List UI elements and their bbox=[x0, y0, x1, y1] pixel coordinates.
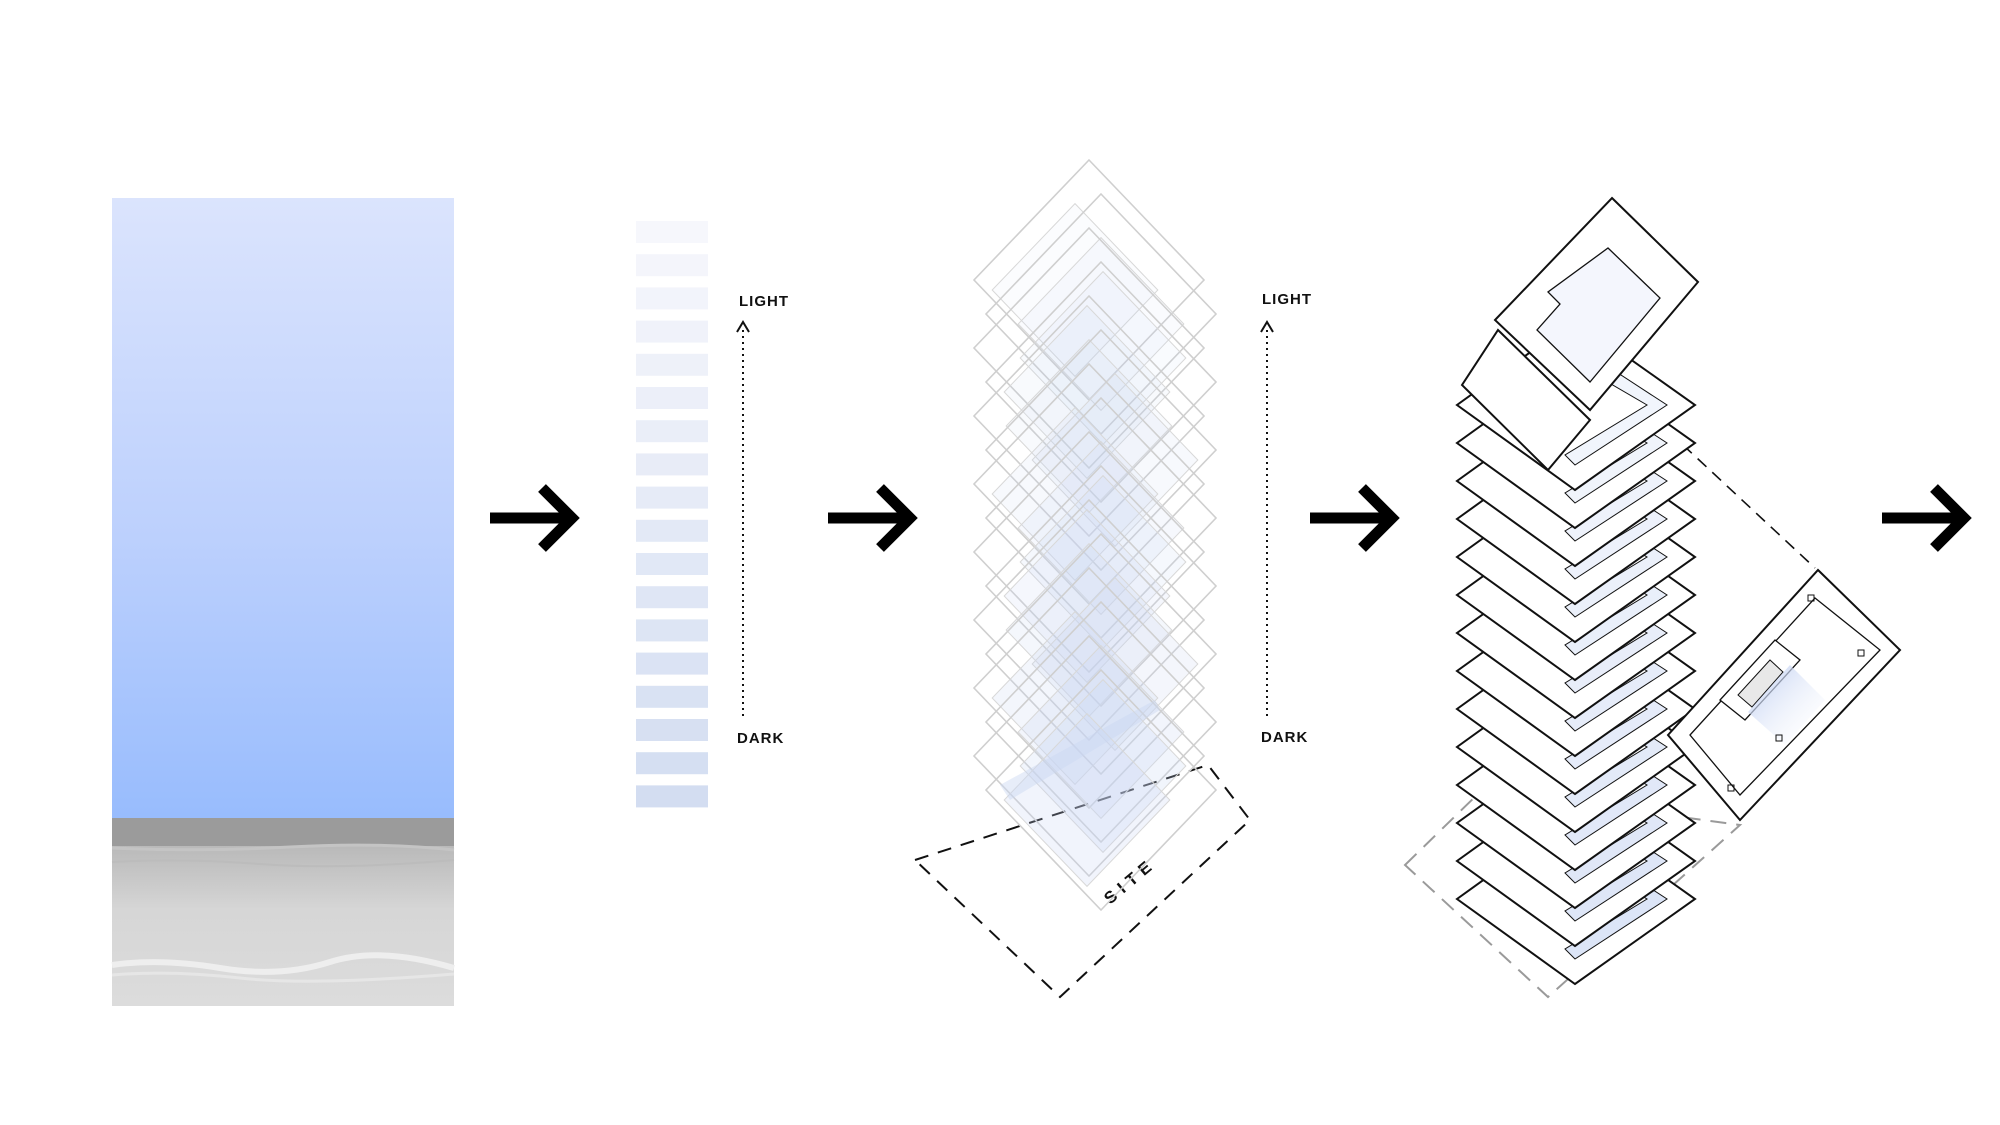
dark-label: DARK bbox=[737, 730, 784, 747]
light-label: LIGHT bbox=[739, 293, 789, 310]
gradient-swatch bbox=[636, 785, 708, 808]
gradient-swatch bbox=[636, 652, 708, 675]
arrow-right-icon bbox=[1310, 484, 1400, 552]
gradient-swatch bbox=[636, 221, 708, 243]
tower-crown bbox=[1460, 196, 1700, 472]
sky-sea-photo bbox=[111, 198, 455, 1006]
arrow-right-icon bbox=[490, 484, 580, 552]
pool-icon bbox=[1748, 665, 1825, 745]
floor-plate bbox=[984, 464, 1218, 708]
floor-plate bbox=[984, 600, 1218, 844]
gradient-swatch-column bbox=[636, 221, 708, 808]
gradient-swatch bbox=[636, 453, 708, 476]
gradient-swatch bbox=[636, 353, 708, 376]
arrow-right-icon bbox=[828, 484, 918, 552]
gradient-swatch bbox=[636, 420, 708, 443]
gradient-swatch bbox=[636, 752, 708, 775]
floor-plate bbox=[984, 192, 1218, 436]
floor-plate bbox=[984, 260, 1218, 504]
floor-plate bbox=[984, 396, 1218, 640]
site-boundary bbox=[913, 763, 1252, 999]
gradient-swatch bbox=[636, 685, 708, 708]
gradient-swatch bbox=[636, 586, 708, 609]
gradient-swatch bbox=[636, 553, 708, 575]
arrow-right-icon bbox=[1882, 484, 1972, 552]
floor-plate bbox=[984, 668, 1218, 912]
floor-plate bbox=[972, 634, 1206, 878]
light-dark-scale-1: LIGHT DARK bbox=[736, 293, 789, 747]
final-tower-axonometric bbox=[1403, 196, 1902, 999]
gradient-swatch bbox=[636, 387, 708, 409]
light-dark-scale-2: LIGHT DARK bbox=[1260, 291, 1312, 746]
dotted-arrow-up-icon bbox=[1260, 320, 1274, 333]
gradient-swatch bbox=[636, 254, 708, 277]
gradient-swatch bbox=[636, 287, 708, 310]
amenity-pavilion bbox=[1666, 568, 1902, 822]
dotted-arrow-up-icon bbox=[736, 320, 750, 333]
site-boundary bbox=[1403, 788, 1743, 999]
gradient-swatch bbox=[636, 619, 708, 642]
gradient-swatch bbox=[636, 320, 708, 343]
gradient-swatch bbox=[636, 486, 708, 509]
dark-label: DARK bbox=[1261, 729, 1308, 746]
gradient-swatch bbox=[636, 719, 708, 741]
light-label: LIGHT bbox=[1262, 291, 1312, 308]
gradient-swatch bbox=[636, 519, 708, 542]
connector-line bbox=[1682, 444, 1816, 569]
stacked-floor-plates: SITE bbox=[913, 158, 1252, 999]
